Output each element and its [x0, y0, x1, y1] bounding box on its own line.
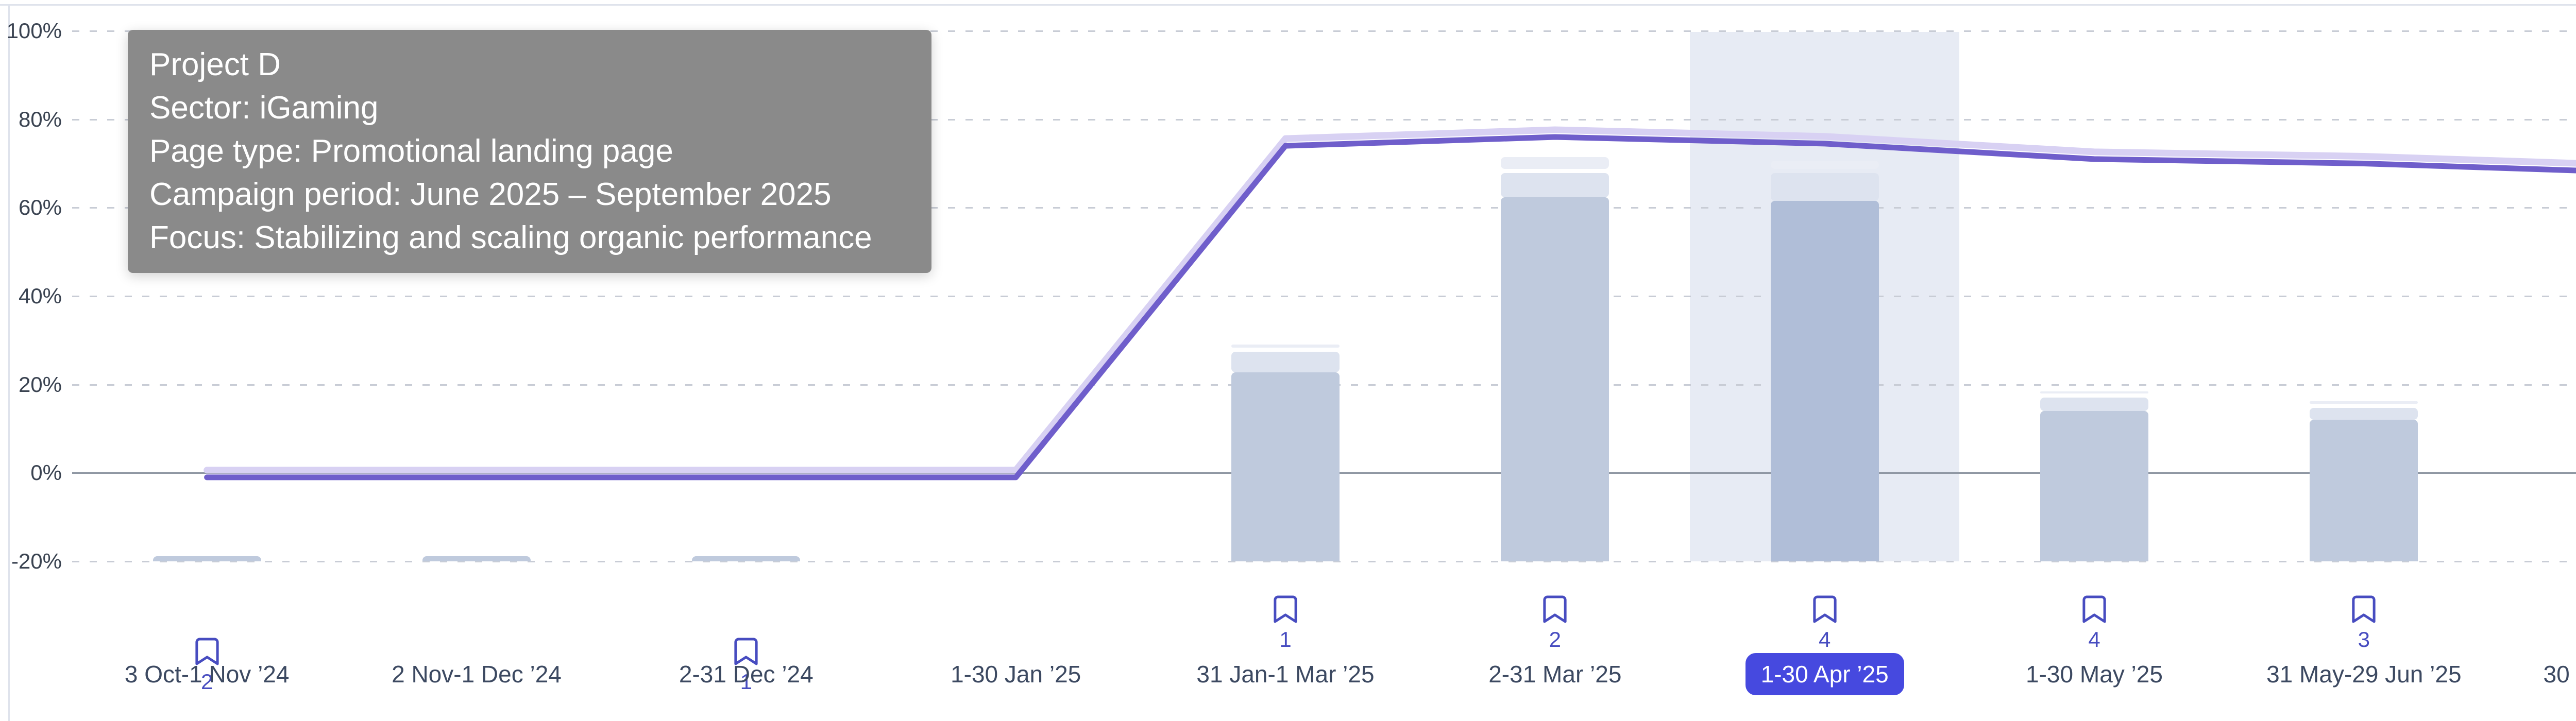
tooltip-line-focus: Focus: Stabilizing and scaling organic p… — [149, 220, 872, 255]
bar-segment-bottom[interactable] — [1770, 200, 1879, 561]
y-axis-left-tick-60%: 60% — [18, 195, 62, 220]
bookmark-flag[interactable] — [1813, 595, 1837, 623]
bookmark-flag-count: 2 — [200, 670, 213, 694]
bar-segment-middle[interactable] — [2310, 408, 2418, 420]
bar-segment-middle[interactable] — [1231, 351, 1340, 372]
x-axis-label[interactable]: 3 Oct-1 Nov ’24 — [124, 661, 290, 688]
panel-left-border — [8, 4, 10, 721]
bookmark-flag-count: 2 — [1549, 627, 1561, 651]
x-axis-label[interactable]: 1-30 Jan ’25 — [951, 661, 1081, 688]
bookmark-flag-count: 1 — [1279, 627, 1292, 651]
tooltip-line-sector: Sector: iGaming — [149, 90, 379, 126]
bookmark-icon — [195, 638, 219, 665]
x-axis-label[interactable]: 1-30 May ’25 — [2026, 661, 2163, 688]
bookmark-icon — [1543, 595, 1567, 623]
bookmark-flag-count: 3 — [2358, 627, 2370, 651]
x-axis-label[interactable]: 2-31 Dec ’24 — [679, 661, 814, 688]
bar-segment-top[interactable] — [1231, 344, 1340, 348]
bar-segment-bottom[interactable] — [152, 556, 261, 561]
y-axis-left-tick-80%: 80% — [18, 107, 62, 131]
bookmark-icon — [2352, 595, 2376, 623]
project-info-tooltip: Project D Sector: iGaming Page type: Pro… — [128, 30, 931, 273]
bar-segment-top[interactable] — [2310, 401, 2418, 404]
bar-segment-bottom[interactable] — [422, 556, 531, 561]
bookmark-flag[interactable] — [1543, 595, 1567, 623]
bar-segment-bottom[interactable] — [692, 556, 801, 561]
bar-segment-bottom[interactable] — [2310, 420, 2418, 561]
tooltip-line-page-type: Page type: Promotional landing page — [149, 133, 673, 169]
x-axis-label[interactable]: 2 Nov-1 Dec ’24 — [392, 661, 562, 688]
bar-segment-top[interactable] — [1501, 157, 1609, 169]
bar-segment-top[interactable] — [1770, 160, 1879, 169]
y-axis-left-tick-40%: 40% — [18, 284, 62, 308]
y-axis-left-tick-20%: 20% — [18, 372, 62, 397]
bookmark-icon — [2082, 595, 2106, 623]
y-axis-left-tick-0%: 0% — [30, 460, 62, 485]
bookmark-flag[interactable] — [2082, 595, 2106, 623]
bar-segment-middle[interactable] — [1501, 173, 1609, 197]
tooltip-line-project: Project D — [149, 47, 281, 82]
bar-segment-top[interactable] — [2040, 391, 2148, 393]
bar-segment-bottom[interactable] — [2040, 411, 2148, 561]
bar-segment-middle[interactable] — [2040, 397, 2148, 411]
bookmark-flag-count: 1 — [740, 670, 752, 694]
bookmark-flag[interactable] — [734, 638, 758, 665]
bookmark-icon — [1274, 595, 1297, 623]
bookmark-flag[interactable] — [2352, 595, 2376, 623]
bookmark-flag-count: 4 — [2088, 627, 2100, 651]
bar-segment-bottom[interactable] — [1501, 197, 1609, 561]
x-axis-label[interactable]: 31 May-29 Jun ’25 — [2266, 661, 2462, 688]
y-axis-left-tick--20%: -20% — [11, 549, 62, 573]
bar-segment-middle[interactable] — [1770, 173, 1879, 201]
bar-segment-bottom[interactable] — [1231, 372, 1340, 561]
x-axis-label[interactable]: 30 Jun-29 Jul ’25 — [2543, 661, 2576, 688]
y-axis-left-tick-100%: 100% — [6, 19, 62, 43]
x-axis-label[interactable]: 31 Jan-1 Mar ’25 — [1196, 661, 1375, 688]
tooltip-line-campaign-period: Campaign period: June 2025 – September 2… — [149, 177, 832, 212]
bookmark-icon — [734, 638, 758, 665]
x-label-selected-pill[interactable]: 1-30 Apr ’25 — [1745, 653, 1904, 695]
bookmark-flag[interactable] — [1274, 595, 1297, 623]
bookmark-icon — [1813, 595, 1837, 623]
bookmark-flag-count: 4 — [1818, 627, 1831, 651]
bookmark-flag[interactable] — [195, 638, 219, 665]
x-axis-label[interactable]: 1-30 Apr ’25 — [1690, 653, 1959, 695]
panel-top-border — [0, 4, 2576, 6]
gridline-80% — [72, 118, 2576, 121]
gridline-40% — [72, 296, 2576, 297]
x-axis-label[interactable]: 2-31 Mar ’25 — [1488, 661, 1622, 688]
gridline--20% — [72, 561, 2576, 562]
gridline-100% — [72, 30, 2576, 32]
